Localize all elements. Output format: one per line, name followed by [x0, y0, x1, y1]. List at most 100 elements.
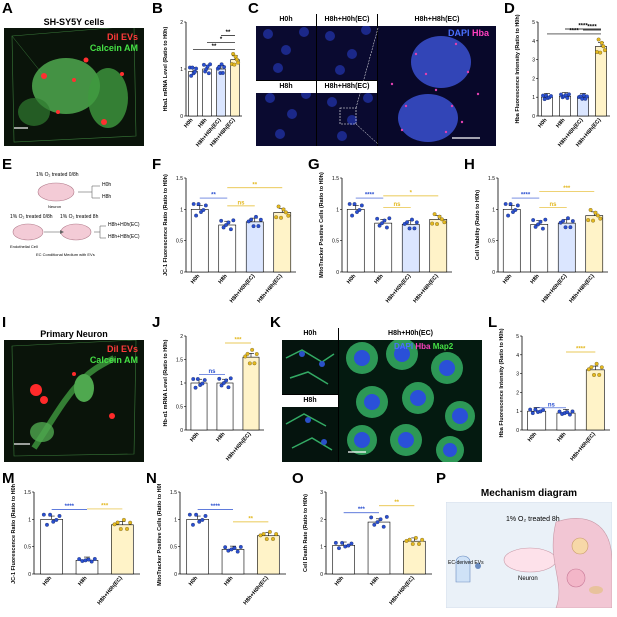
data-point — [234, 57, 239, 62]
data-point — [585, 94, 589, 99]
data-point — [258, 533, 263, 538]
data-point — [603, 48, 607, 53]
data-point — [410, 217, 414, 222]
data-point — [222, 65, 226, 69]
panel-c-microscopy: H0h H8h+H0h(EC) H8h H8h+H8h(EC) H8h+H8h(… — [256, 14, 496, 146]
panel-i-calcein-label: Calcein AM — [89, 355, 138, 365]
y-tick-label: 0.5 — [176, 239, 183, 245]
panel-letter-d: D — [504, 0, 515, 17]
bar — [245, 221, 264, 273]
chart-panel-n: 0 0.5 1 1.5 H0h H8h H8h+H0h(EC) **** ** MitoTrack… — [154, 480, 290, 612]
data-point — [337, 546, 341, 551]
x-tick-label: H0h — [502, 273, 514, 285]
data-point — [217, 64, 222, 69]
y-tick-label: 2 — [180, 20, 183, 26]
panel-e-outcome-h8h-h8h: H8h+H8h(EC) — [108, 234, 140, 240]
data-point — [586, 218, 591, 223]
data-point — [48, 512, 53, 517]
sig-label: ns — [393, 202, 401, 208]
data-point — [414, 220, 419, 225]
panel-p-title: Mechanism diagram — [480, 488, 578, 499]
panel-e-schematic: 1% O₂ treated 0/8h Neuron H0h H8h 1% O₂ … — [6, 172, 148, 268]
data-point — [279, 215, 283, 220]
y-tick-label: 0 — [180, 428, 183, 434]
data-point — [596, 37, 601, 42]
bar — [401, 224, 420, 273]
data-point — [256, 224, 261, 228]
data-point — [570, 409, 575, 414]
data-point — [592, 373, 596, 377]
data-point — [238, 545, 243, 549]
x-tick-label: H0h — [527, 431, 539, 443]
y-tick-label: 0.5 — [332, 239, 339, 245]
y-tick-label: 0 — [174, 572, 177, 578]
chart-l-svg: 0 1 2 3 4 5 H0h H8h H8h+H0h(EC) ns **** Hba Fluores… — [499, 328, 610, 462]
data-point — [254, 214, 258, 219]
chart-panel-g: 0 0.5 1 1.5 H0h H8h H8h+H0h(EC) H8h+H8h(EC) ****… — [316, 170, 456, 310]
panel-e-left-label: 1% O₂ treated 0/8h — [10, 214, 53, 220]
data-point — [231, 218, 236, 223]
sig-label: *** — [234, 338, 242, 344]
bar — [190, 209, 209, 273]
bar — [188, 71, 198, 117]
data-point — [384, 515, 389, 519]
panel-a-dii-label: DiI EVs — [106, 32, 138, 42]
bar — [557, 222, 576, 273]
bar — [585, 369, 605, 431]
data-point — [442, 220, 447, 225]
sig-label: **** — [587, 25, 597, 31]
bar — [556, 412, 576, 431]
x-tick-label: H8h+H0h(EC) — [570, 431, 597, 462]
data-point — [80, 559, 85, 563]
bar — [190, 382, 208, 431]
data-point — [598, 50, 603, 55]
panel-letter-n: N — [146, 470, 157, 487]
y-tick-label: 4 — [532, 39, 535, 45]
panel-e-outcome-h8h-h0h: H8h+H0h(EC) — [108, 222, 140, 228]
panel-letter-m: M — [2, 470, 15, 487]
bar — [595, 46, 607, 117]
x-tick-label: H8h — [374, 273, 386, 285]
panel-a-calcein-label: Calcein AM — [89, 43, 138, 53]
y-tick-label: 0.5 — [176, 405, 183, 411]
data-point — [417, 542, 421, 546]
data-point — [355, 210, 359, 214]
panel-letter-o: O — [292, 470, 304, 487]
panel-letter-i: I — [2, 314, 7, 331]
data-point — [407, 537, 412, 542]
y-tick-label: 0.5 — [488, 239, 495, 245]
bar — [374, 222, 393, 273]
data-point — [226, 220, 231, 225]
sig-label: **** — [521, 193, 531, 199]
x-tick-label: H8h+H0h(EC) — [541, 273, 568, 304]
x-tick-label: H8h — [77, 575, 89, 587]
bar — [186, 519, 209, 575]
data-point — [565, 96, 570, 100]
panel-c-legend: DAPI Hba — [448, 28, 490, 38]
y-tick-label: 1 — [336, 207, 339, 213]
sig-label: ** — [248, 516, 253, 522]
data-point — [586, 367, 591, 372]
data-point — [589, 365, 594, 370]
panel-k-label-h0h: H0h — [282, 328, 338, 340]
panel-k-label-h8h: H8h — [282, 395, 338, 407]
chart-panel-o: 0 1 2 3 H0h H8h H8h+H0h(EC) *** ** Cell Death Rat… — [300, 484, 436, 612]
data-point — [92, 557, 97, 561]
data-point — [570, 219, 575, 223]
data-point — [432, 212, 437, 217]
data-point — [223, 545, 228, 550]
data-point — [357, 208, 362, 212]
data-point — [506, 213, 510, 218]
sig-label: **** — [365, 193, 375, 199]
y-tick-label: 1.5 — [176, 176, 183, 182]
data-point — [375, 216, 380, 221]
data-point — [567, 92, 571, 97]
data-point — [533, 224, 538, 229]
panel-e-outcome-h0h: H0h — [102, 182, 112, 188]
data-point — [515, 203, 520, 208]
panel-i-microscopy: Primary Neuron DiI EVs Calcein AM — [4, 328, 144, 462]
sig-label: **** — [211, 504, 221, 510]
data-point — [193, 385, 198, 390]
